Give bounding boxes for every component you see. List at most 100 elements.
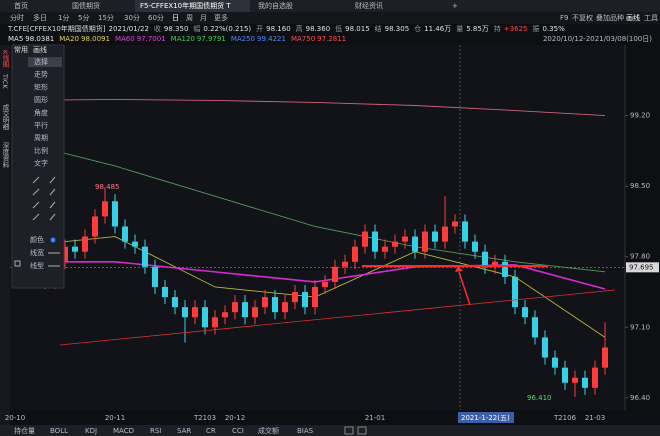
indicator-tab[interactable]: RSI: [150, 427, 161, 435]
candle-body: [242, 302, 248, 318]
tool-setting[interactable]: 线宽: [30, 248, 44, 257]
y-tick-label: 96.40: [630, 394, 650, 402]
tool[interactable]: 平行: [34, 121, 48, 130]
active-tab: [135, 0, 250, 12]
tab[interactable]: 我的自选股: [258, 1, 293, 10]
icon[interactable]: [344, 426, 354, 435]
candle-body: [352, 246, 358, 262]
quote-label: 结: [375, 24, 382, 33]
tab[interactable]: 财经资讯: [355, 1, 383, 10]
side-tab[interactable]: 深度资料: [1, 141, 9, 170]
side-tab[interactable]: K线图: [1, 50, 9, 68]
tool[interactable]: 文字: [34, 159, 48, 168]
indicator-tab[interactable]: MACD: [113, 427, 134, 435]
indicator-tab[interactable]: 持仓量: [14, 426, 35, 435]
indicator-tab[interactable]: 成交额: [258, 426, 279, 435]
candle-body: [252, 307, 258, 318]
toolbar-item[interactable]: 叠加品种: [596, 13, 624, 22]
candle-body: [172, 297, 178, 308]
x-tick-label: 20-10: [5, 414, 25, 422]
candle-body: [562, 367, 568, 383]
info-bar: [0, 24, 660, 45]
period[interactable]: 1分: [58, 13, 69, 22]
plot: 99.20 98.50 97.80 97.10 96.40 20-10 20-11 T2103…: [5, 45, 659, 422]
indicator-tab[interactable]: CCI: [232, 427, 244, 435]
candle-body: [582, 377, 588, 388]
period[interactable]: 60分: [148, 13, 164, 22]
annotation: 98.485: [95, 183, 120, 191]
tab[interactable]: F5-CFFEX10年期国债期货 T: [140, 1, 231, 10]
toolbar-item[interactable]: F9: [560, 14, 568, 22]
candle-body: [462, 221, 468, 242]
ma-value: 97.7001: [137, 35, 166, 43]
period[interactable]: 15分: [98, 13, 114, 22]
period[interactable]: 分时: [10, 13, 24, 22]
toolbar-item[interactable]: 工具: [644, 14, 658, 22]
candle-body: [192, 307, 198, 318]
candle-body: [182, 307, 188, 318]
tool-icon[interactable]: [49, 176, 56, 184]
tool[interactable]: 比例: [34, 146, 48, 155]
tool[interactable]: 圆形: [34, 96, 48, 104]
tool-icon[interactable]: [32, 176, 40, 184]
color-dot[interactable]: [50, 237, 56, 243]
x-tick-label: T2106: [553, 414, 577, 422]
candle-body: [72, 246, 78, 252]
quote-value: 11.46万: [424, 25, 451, 33]
toolbar-item[interactable]: 不复权: [572, 13, 593, 22]
tool[interactable]: 走势: [34, 70, 48, 79]
tool-icon[interactable]: [49, 201, 56, 209]
date-range: 2020/10/12-2021/03/08(100日): [543, 35, 652, 43]
ma-name: MA750: [291, 35, 315, 43]
tool-icon[interactable]: [32, 201, 40, 209]
period[interactable]: 30分: [124, 13, 140, 22]
tool[interactable]: 周期: [34, 134, 48, 142]
tool-icon[interactable]: [32, 188, 40, 196]
tab[interactable]: 国债期货: [72, 1, 100, 10]
ma-line: [14, 140, 606, 273]
icon[interactable]: [357, 426, 367, 435]
last-price-box: [626, 262, 659, 273]
period[interactable]: 更多: [214, 13, 228, 22]
tool[interactable]: 角度: [34, 108, 48, 117]
gear[interactable]: [14, 260, 21, 267]
tool-icon[interactable]: [32, 213, 40, 221]
side-tab[interactable]: 成交明细: [1, 103, 9, 132]
indicator-tab[interactable]: BOLL: [50, 427, 68, 435]
crosshair-box: [458, 412, 514, 423]
period[interactable]: 日: [172, 14, 179, 22]
indicator-tab[interactable]: SAR: [177, 427, 191, 435]
tool[interactable]: 矩形: [34, 82, 48, 91]
ma-value: 99.4221: [257, 35, 286, 43]
tool-setting[interactable]: 线型: [30, 261, 44, 270]
tools-header: 常用: [14, 45, 28, 54]
period[interactable]: 多日: [33, 13, 47, 22]
ma-value: 97.2811: [317, 35, 346, 43]
ma-value: 98.0091: [81, 35, 110, 43]
toolbar-item[interactable]: 画线: [626, 13, 640, 22]
candle-body: [512, 276, 518, 308]
candle-body: [212, 317, 218, 328]
indicator-tab[interactable]: BIAS: [297, 427, 314, 435]
tool-icon[interactable]: [49, 213, 56, 221]
indicator-tab[interactable]: KDJ: [85, 427, 97, 435]
indicator-tab[interactable]: CR: [206, 427, 216, 435]
side-tab[interactable]: TICK: [1, 73, 9, 89]
period[interactable]: 5分: [78, 13, 89, 22]
quote-value: 98.160: [266, 25, 291, 33]
tool[interactable]: 选择: [34, 57, 48, 66]
side-tabs: [0, 45, 10, 425]
period[interactable]: 月: [200, 14, 207, 22]
candle-body: [472, 241, 478, 252]
tool-setting[interactable]: 颜色: [30, 235, 44, 244]
y-tick-label: 97.80: [630, 253, 650, 261]
candle-body: [312, 286, 318, 308]
new-tab[interactable]: +: [452, 2, 458, 10]
candle-body: [232, 302, 238, 313]
candle-body: [592, 367, 598, 388]
period[interactable]: 周: [186, 14, 193, 22]
tool-icon[interactable]: [49, 188, 56, 196]
candle-body: [322, 281, 328, 287]
tab[interactable]: 首页: [14, 1, 28, 10]
